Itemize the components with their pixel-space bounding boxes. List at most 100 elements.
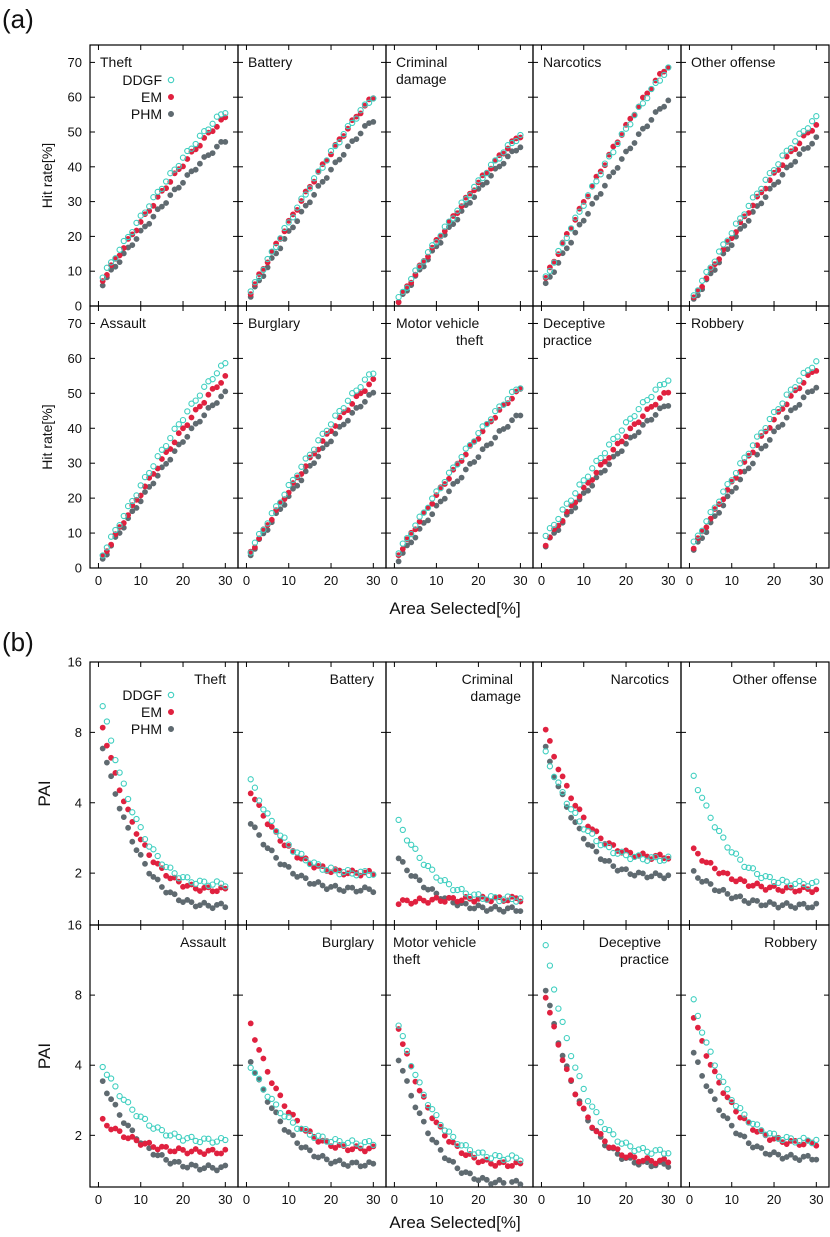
point-ddgf [217, 111, 225, 118]
point-ddgf [741, 863, 748, 871]
point-ddgf [720, 241, 727, 248]
point-ddgf [471, 438, 478, 445]
point-em [205, 391, 212, 398]
point-em [192, 1146, 199, 1152]
point-ddgf [475, 429, 482, 437]
point-phm [129, 1127, 136, 1134]
point-em [446, 475, 452, 482]
series-phm [247, 389, 377, 559]
point-ddgf [327, 1138, 335, 1146]
point-ddgf [513, 1154, 520, 1161]
point-em [268, 516, 275, 523]
point-ddgf [622, 851, 630, 859]
point-ddgf [150, 463, 157, 470]
subplot-b-other-offense: Other offense [680, 661, 830, 926]
point-ddgf [563, 500, 570, 507]
point-ddgf [272, 243, 280, 251]
point-phm [720, 886, 727, 893]
point-ddgf [479, 174, 486, 182]
point-phm [652, 411, 659, 418]
point-phm [733, 484, 739, 491]
point-ddgf [753, 433, 761, 440]
point-em [264, 821, 271, 828]
point-phm [450, 480, 457, 487]
series-phm [395, 412, 524, 565]
point-ddgf [289, 848, 297, 855]
point-ddgf [766, 169, 773, 177]
point-phm [192, 1162, 199, 1169]
point-ddgf [175, 162, 182, 170]
point-em [222, 1146, 229, 1153]
y-tick-label: 40 [68, 421, 82, 436]
point-ddgf [458, 453, 465, 461]
point-ddgf [433, 1111, 440, 1119]
point-em [644, 1155, 651, 1161]
point-em [589, 1124, 596, 1131]
point-phm [150, 480, 157, 487]
x-tick-label: 0 [686, 573, 693, 588]
point-phm [184, 172, 191, 178]
point-ddgf [631, 112, 638, 119]
subplot-b-burglary: 0 10 20 30 Burglary [237, 924, 387, 1207]
point-phm [336, 1157, 343, 1164]
point-phm [788, 1151, 794, 1158]
point-em [695, 850, 701, 857]
point-ddgf [715, 248, 723, 255]
point-em [196, 403, 203, 410]
point-ddgf [652, 386, 659, 393]
point-phm [809, 904, 815, 911]
point-phm [294, 218, 301, 225]
point-ddgf [268, 510, 275, 517]
point-phm [441, 495, 448, 502]
series-ddgf [690, 113, 820, 299]
point-ddgf [466, 192, 474, 199]
series-em [542, 64, 672, 281]
point-ddgf [597, 1119, 604, 1126]
point-ddgf [162, 863, 170, 871]
point-phm [703, 1083, 710, 1090]
point-ddgf [517, 1157, 524, 1164]
point-em [441, 1132, 448, 1139]
subplot-title: Motor vehicle [393, 934, 476, 950]
point-phm [657, 872, 663, 879]
point-ddgf [412, 267, 419, 274]
point-phm [154, 206, 161, 213]
point-phm [213, 400, 220, 406]
point-phm [340, 151, 347, 158]
point-ddgf [162, 442, 170, 450]
point-em [349, 400, 356, 407]
point-phm [218, 900, 224, 907]
point-ddgf [758, 429, 765, 436]
point-phm [137, 851, 144, 858]
point-phm [158, 1152, 165, 1158]
point-ddgf [222, 1136, 229, 1144]
y-tick-label: 0 [75, 299, 82, 314]
point-ddgf [550, 521, 558, 529]
point-ddgf [542, 748, 549, 755]
point-phm [813, 1156, 820, 1163]
point-ddgf [158, 1126, 166, 1134]
series-phm [690, 1049, 820, 1163]
point-ddgf [792, 880, 799, 888]
point-ddgf [370, 1141, 377, 1149]
point-ddgf [479, 1149, 486, 1156]
point-em [404, 897, 410, 904]
point-phm [133, 847, 140, 854]
point-em [395, 299, 402, 306]
point-phm [745, 900, 752, 906]
subplot-frame [680, 305, 830, 569]
point-em [146, 852, 153, 858]
point-em [580, 484, 587, 491]
point-phm [496, 163, 503, 170]
point-phm [201, 412, 208, 419]
point-ddgf [205, 126, 212, 133]
x-tick-label: 20 [324, 573, 338, 588]
point-phm [404, 1078, 410, 1084]
point-ddgf [601, 1125, 609, 1133]
point-em [281, 496, 288, 502]
point-em [218, 379, 224, 386]
point-ddgf [395, 550, 402, 557]
